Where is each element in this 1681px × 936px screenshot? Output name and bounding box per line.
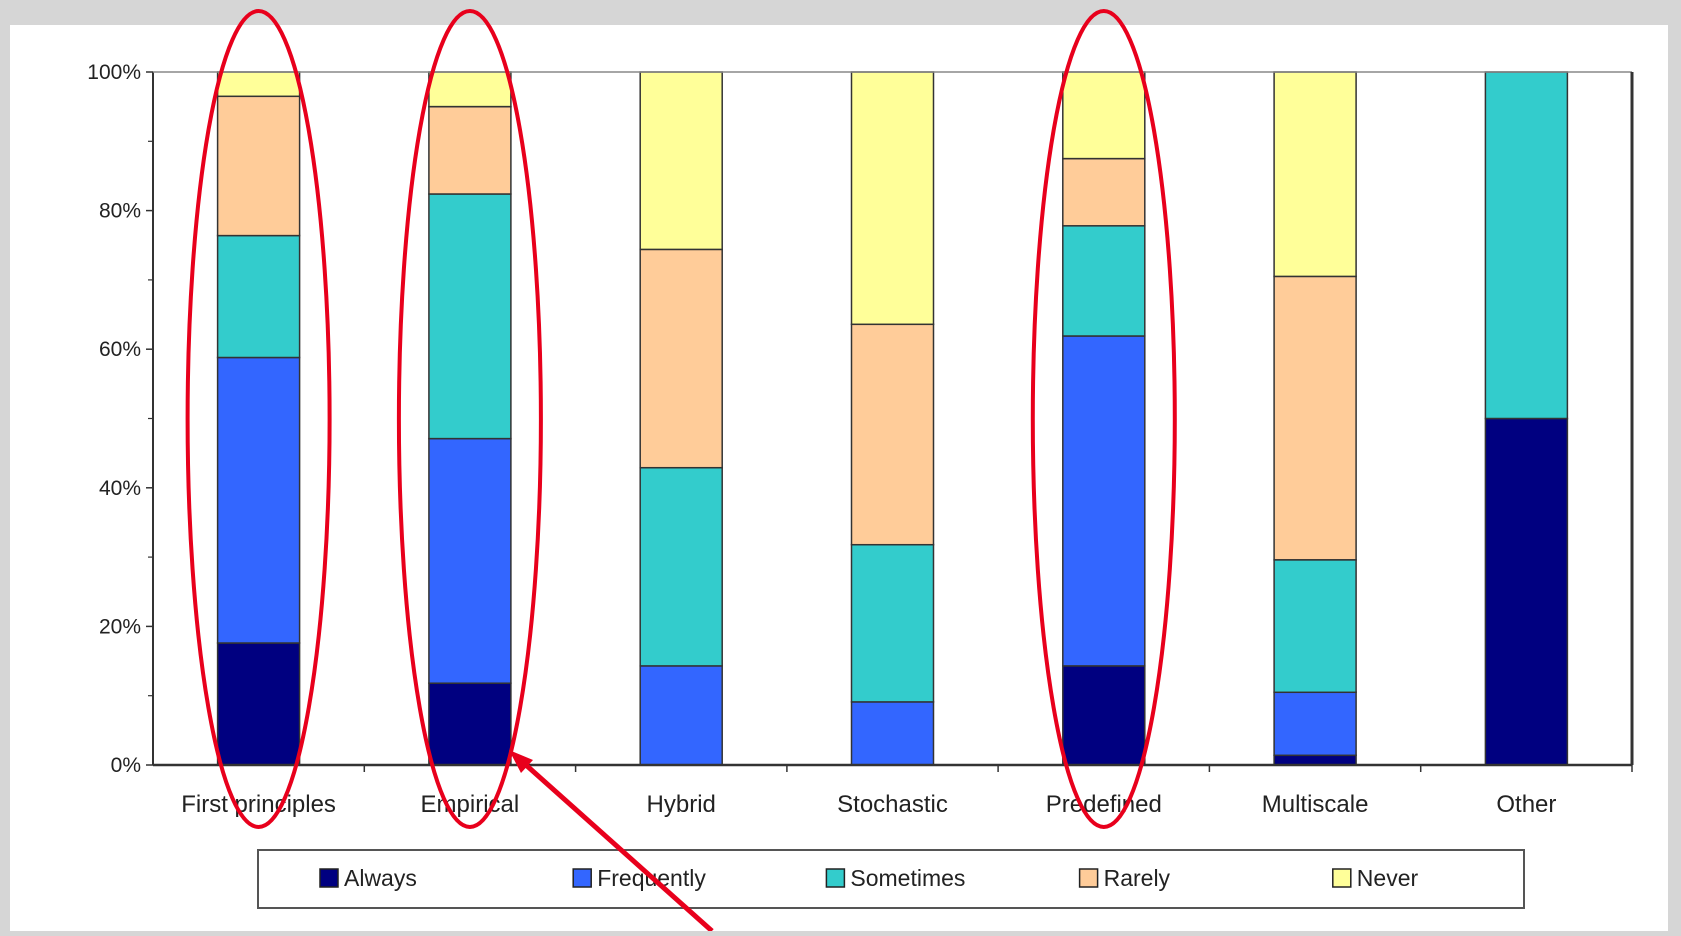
x-tick-labels: First principles Empirical Hybrid Stochasti… [181,791,1556,818]
annotation-arrowhead [509,750,533,773]
x-tick-label-predefined: Predefined [1046,791,1162,818]
legend-box [257,849,1525,909]
legend-swatch-rarely [1078,868,1099,888]
bar-segment-empirical-sometimes [428,193,512,440]
y-tick-label: 60% [99,338,141,361]
legend-swatch-always [319,868,339,888]
legend-label-rarely: Rarely [1104,865,1171,891]
y-tick-labels: 0% 20% 40% 60% 80% 100% [87,61,141,777]
bar-segment-other-always [1484,417,1569,766]
legend-label-sometimes: Sometimes [850,865,965,891]
bar-segment-stochastic-rarely [850,323,935,546]
x-tick-label-empirical: Empirical [421,791,520,818]
legend: AlwaysFrequentlySometimesRarelyNever [257,849,1525,909]
bar-segment-empirical-rarely [428,105,512,195]
bar-segment-hybrid-never [639,71,723,251]
bar-segment-empirical-frequently [428,437,512,684]
bar-segment-stochastic-never [850,71,935,326]
bar-segment-predefined-never [1062,71,1146,160]
x-tick-label-first-principles: First principles [181,791,336,818]
highlight-ellipse-first-principles [185,9,332,829]
bar-segment-multiscale-frequently [1273,691,1357,757]
bar-segment-first-principles-always [216,642,301,766]
x-tick-label-stochastic: Stochastic [837,791,948,818]
legend-label-never: Never [1357,865,1419,891]
bar-segment-multiscale-never [1273,71,1357,278]
legend-label-always: Always [344,865,417,891]
bar-segment-empirical-always [428,682,512,766]
bar-segment-first-principles-sometimes [216,234,301,359]
bar-segment-hybrid-frequently [639,665,723,766]
x-tick-label-hybrid: Hybrid [647,791,716,818]
y-tick-label: 20% [99,615,141,638]
highlight-annotations [185,9,1177,933]
bar-segment-empirical-never [428,71,512,108]
x-tick-label-multiscale: Multiscale [1262,791,1369,818]
y-tick-label: 0% [111,754,141,777]
annotation-arrow [515,755,714,933]
legend-swatch-never [1332,868,1352,888]
bar-segment-hybrid-sometimes [639,466,723,667]
bars-group [216,71,1569,766]
bar-segment-predefined-sometimes [1062,225,1146,337]
bar-segment-predefined-frequently [1062,335,1146,667]
bar-segment-hybrid-rarely [639,248,723,469]
bar-segment-first-principles-rarely [216,95,301,237]
bar-segment-multiscale-sometimes [1273,559,1357,694]
bar-segment-multiscale-rarely [1273,275,1357,561]
legend-swatch-frequently [572,868,592,888]
x-tick-label-other: Other [1496,791,1556,818]
bar-segment-first-principles-frequently [216,356,301,644]
highlight-ellipse-empirical [396,9,543,829]
y-tick-label: 40% [99,477,141,500]
highlight-ellipse-predefined [1030,9,1177,829]
bar-segment-stochastic-sometimes [850,543,935,703]
y-tick-label: 80% [99,200,141,223]
bar-segment-first-principles-never [216,71,301,98]
bar-segment-stochastic-frequently [850,701,935,766]
bar-segment-multiscale-always [1273,754,1357,766]
legend-swatch-sometimes [825,868,846,888]
y-tick-label: 100% [87,61,141,84]
bar-segment-other-sometimes [1484,71,1569,420]
axes-group [146,71,1634,772]
bar-segment-predefined-rarely [1062,157,1146,227]
bar-segment-predefined-always [1062,665,1146,766]
